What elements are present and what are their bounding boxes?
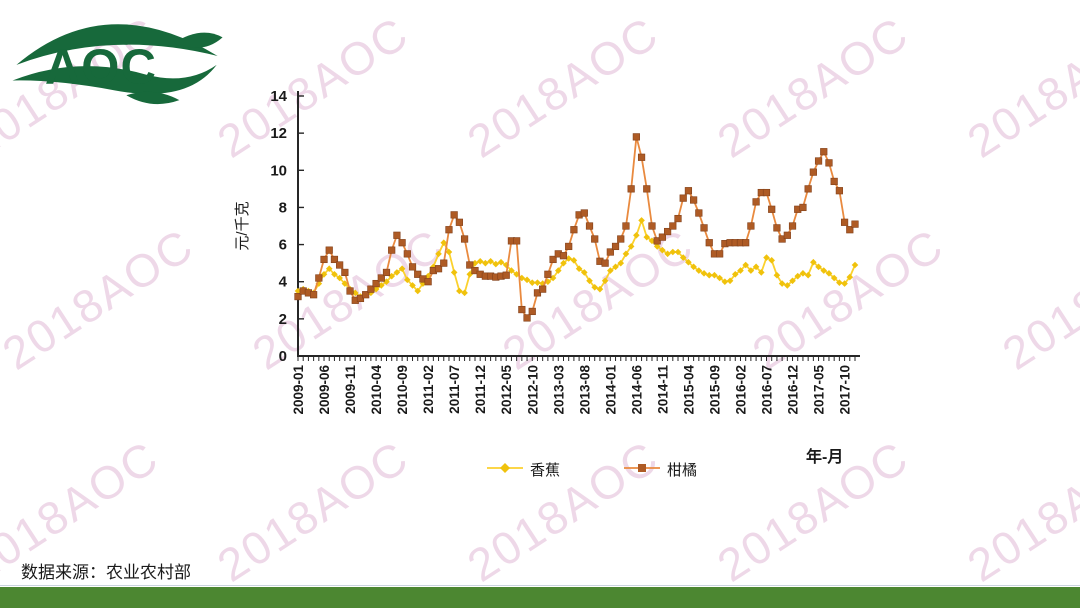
x-tick-label: 2011-02 — [421, 365, 436, 414]
x-tick-label: 2015-09 — [707, 365, 722, 415]
y-tick-label: 14 — [270, 88, 287, 105]
x-tick-label: 2009-01 — [291, 365, 306, 415]
data-source-note: 数据来源：农业农村部 — [21, 563, 191, 582]
x-tick-label: 2012-10 — [525, 365, 540, 415]
x-tick-label: 2016-12 — [786, 365, 801, 415]
y-tick-label: 8 — [279, 199, 287, 216]
x-tick-label: 2013-03 — [551, 365, 566, 415]
aoc-logo: AOC — [12, 24, 223, 105]
y-axis-ticks: 0 2 4 6 8 10 12 14 — [270, 88, 304, 365]
x-tick-label: 2017-05 — [812, 365, 827, 415]
y-axis-title: 元/千克 — [234, 201, 251, 250]
x-tick-label: 2010-04 — [369, 365, 384, 415]
y-tick-label: 2 — [279, 311, 287, 328]
y-tick-label: 10 — [270, 162, 287, 179]
y-tick-label: 6 — [279, 237, 287, 254]
x-tick-label: 2014-06 — [629, 365, 644, 415]
x-tick-label: 2016-07 — [760, 365, 775, 415]
x-tick-label: 2013-08 — [577, 365, 592, 415]
y-tick-label: 12 — [270, 125, 287, 142]
x-tick-label: 2010-09 — [395, 365, 410, 415]
legend-item-banana: 香蕉 — [487, 459, 560, 480]
x-tick-label: 2015-04 — [681, 365, 696, 415]
x-tick-label: 2014-11 — [655, 365, 670, 414]
x-tick-label: 2011-12 — [473, 365, 488, 414]
x-tick-label: 2012-05 — [499, 365, 514, 415]
x-tick-label: 2014-01 — [603, 365, 618, 415]
citrus-series-marker-icon — [624, 461, 661, 478]
x-tick-label: 2016-02 — [733, 365, 748, 415]
x-tick-label: 2011-07 — [447, 365, 462, 414]
x-tick-label: 2009-06 — [317, 365, 332, 415]
legend-label-citrus: 柑橘 — [667, 462, 698, 479]
logo-swoosh-top — [16, 24, 223, 65]
y-tick-label: 0 — [279, 348, 287, 365]
footer-green-bar — [0, 587, 1080, 608]
x-axis-ticks: 2009-01 2009-06 2009-11 2010-04 2010-09 2011-… — [291, 357, 856, 415]
legend-label-banana: 香蕉 — [530, 462, 561, 479]
x-axis-title: 年-月 — [806, 449, 844, 466]
banana-series-marker-icon — [487, 461, 523, 478]
logo-text: AOC — [45, 40, 157, 94]
x-tick-label: 2017-10 — [838, 365, 853, 415]
chart-legend: 香蕉 柑橘 — [487, 459, 697, 480]
x-tick-label: 2009-11 — [343, 365, 358, 414]
y-tick-label: 4 — [279, 274, 288, 291]
logo-swoosh-bottom — [12, 64, 217, 105]
legend-item-citrus: 柑橘 — [624, 459, 697, 480]
footer-separator — [0, 585, 1080, 586]
series-citrus — [294, 133, 859, 322]
